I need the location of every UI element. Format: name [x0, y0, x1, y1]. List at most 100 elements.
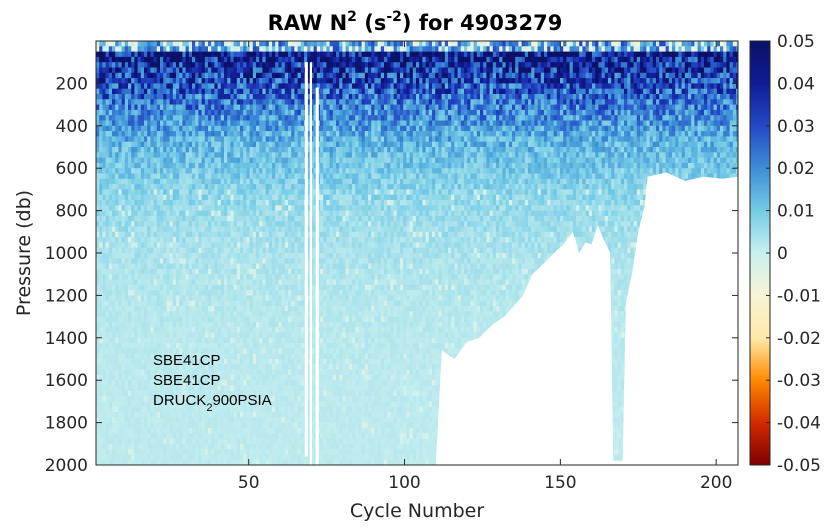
heatmap-cell	[240, 168, 244, 174]
heatmap-cell	[179, 168, 183, 174]
heatmap-cell	[636, 83, 641, 89]
heatmap-cell	[627, 120, 631, 127]
heatmap-cell	[374, 131, 378, 137]
heatmap-cell	[275, 62, 279, 68]
heatmap-cell	[489, 147, 494, 153]
heatmap-cell	[608, 72, 612, 79]
heatmap-cell	[726, 56, 730, 63]
heatmap-cell	[524, 94, 529, 100]
heatmap-cell	[393, 125, 398, 132]
heatmap-cell	[604, 131, 609, 137]
heatmap-cell	[646, 147, 650, 153]
heatmap-cell	[150, 56, 154, 63]
heatmap-cell	[198, 46, 202, 52]
heatmap-cell	[646, 56, 650, 63]
heatmap-cell	[278, 41, 282, 47]
heatmap-cell	[262, 72, 266, 79]
heatmap-cell	[96, 51, 100, 58]
heatmap-cell	[496, 125, 500, 132]
heatmap-cell	[220, 46, 225, 52]
heatmap-cell	[163, 78, 167, 84]
heatmap-cell	[358, 51, 362, 58]
heatmap-cell	[243, 56, 247, 63]
heatmap-cell	[604, 104, 609, 111]
heatmap-cell	[640, 104, 644, 111]
heatmap-cell	[489, 78, 494, 84]
heatmap-cell	[380, 72, 385, 79]
heatmap-cell	[252, 78, 257, 84]
heatmap-cell	[208, 94, 212, 100]
heatmap-cell	[614, 104, 618, 111]
heatmap-cell	[547, 104, 551, 111]
heatmap-cell	[684, 41, 689, 47]
heatmap-cell	[348, 157, 353, 164]
heatmap-cell	[556, 136, 561, 142]
heatmap-cell	[508, 56, 513, 63]
heatmap-cell	[435, 109, 439, 116]
heatmap-cell	[99, 51, 103, 58]
heatmap-cell	[595, 78, 599, 84]
heatmap-cell	[297, 67, 302, 74]
heatmap-cell	[723, 99, 727, 105]
heatmap-cell	[691, 136, 695, 142]
heatmap-cell	[582, 67, 586, 74]
heatmap-cell	[268, 109, 273, 116]
heatmap-cell	[336, 56, 340, 63]
heatmap-cell	[166, 152, 170, 158]
heatmap-cell	[384, 99, 388, 105]
heatmap-cell	[224, 147, 228, 153]
heatmap-cell	[121, 83, 126, 89]
heatmap-cell	[726, 115, 730, 121]
heatmap-cell	[620, 157, 625, 164]
heatmap-cell	[262, 125, 266, 132]
heatmap-cell	[233, 157, 238, 164]
heatmap-cell	[166, 41, 170, 47]
heatmap-cell	[288, 125, 292, 132]
heatmap-cell	[489, 46, 494, 52]
heatmap-cell	[560, 67, 564, 74]
heatmap-cell	[534, 152, 538, 158]
heatmap-cell	[540, 51, 545, 58]
heatmap-cell	[736, 94, 738, 100]
heatmap-cell	[304, 41, 308, 47]
heatmap-cell	[371, 109, 375, 116]
heatmap-cell	[604, 162, 609, 169]
heatmap-cell	[720, 115, 724, 121]
heatmap-cell	[595, 104, 599, 111]
heatmap-cell	[515, 125, 519, 132]
heatmap-cell	[281, 104, 286, 111]
heatmap-cell	[208, 115, 212, 121]
heatmap-cell	[169, 78, 174, 84]
heatmap-cell	[713, 131, 718, 137]
heatmap-cell	[332, 136, 337, 142]
heatmap-cell	[624, 104, 628, 111]
heatmap-cell	[428, 67, 433, 74]
heatmap-cell	[332, 125, 337, 132]
heatmap-cell	[601, 67, 606, 74]
heatmap-cell	[400, 109, 404, 116]
heatmap-cell	[732, 147, 737, 153]
heatmap-cell	[438, 104, 442, 111]
heatmap-cell	[534, 88, 538, 95]
heatmap-cell	[566, 88, 570, 95]
heatmap-cell	[208, 131, 212, 137]
heatmap-cell	[179, 125, 183, 132]
heatmap-cell	[624, 168, 628, 174]
heatmap-cell	[422, 51, 426, 58]
heatmap-cell	[518, 168, 522, 174]
heatmap-cell	[384, 147, 388, 153]
heatmap-cell	[265, 67, 270, 74]
heatmap-cell	[163, 94, 167, 100]
heatmap-cell	[614, 147, 618, 153]
heatmap-cell	[598, 104, 602, 111]
heatmap-cell	[662, 72, 666, 79]
heatmap-cell	[310, 147, 314, 153]
heatmap-cell	[544, 67, 548, 74]
heatmap-cell	[470, 67, 474, 74]
heatmap-cell	[361, 62, 366, 68]
heatmap-cell	[262, 83, 266, 89]
heatmap-cell	[240, 152, 244, 158]
heatmap-cell	[544, 125, 548, 132]
heatmap-cell	[342, 46, 346, 52]
heatmap-cell	[412, 120, 417, 127]
